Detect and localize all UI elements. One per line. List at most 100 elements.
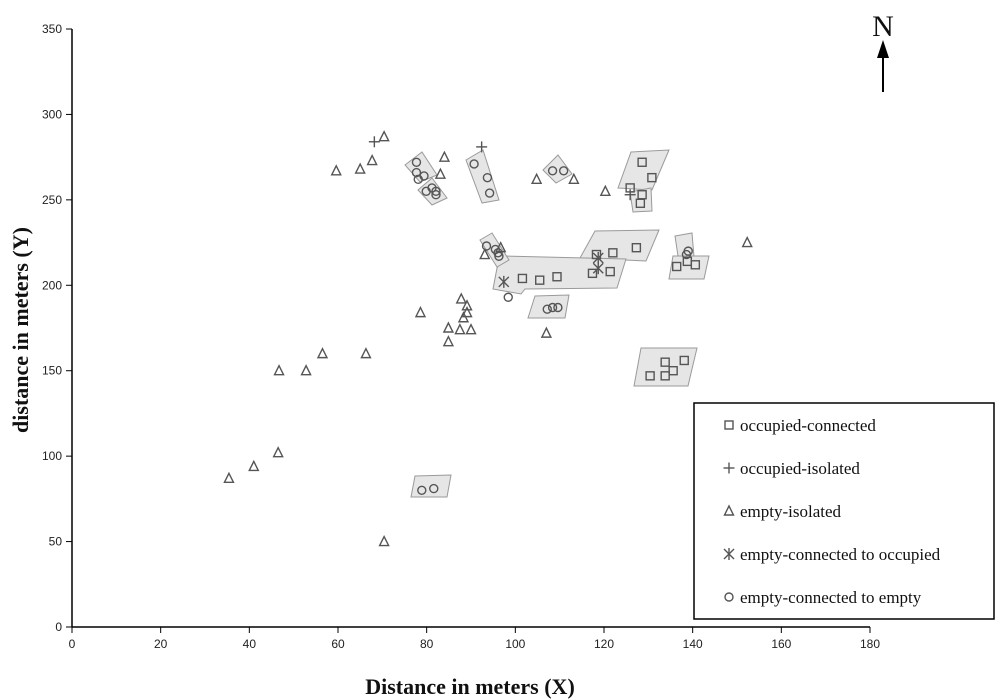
point-occupied-connected xyxy=(660,357,670,367)
point-empty-isolated xyxy=(599,184,611,197)
north-arrow-head xyxy=(877,40,889,58)
y-tick-label: 0 xyxy=(55,620,62,634)
point-empty-isolated xyxy=(741,236,753,248)
legend-box xyxy=(693,402,995,620)
legend-marker-empty-connected-to-occupied xyxy=(723,548,735,560)
point-occupied-connected xyxy=(637,157,647,167)
point-occupied-connected xyxy=(631,242,642,253)
point-empty-isolated xyxy=(568,172,580,185)
point-empty-isolated xyxy=(272,446,284,458)
point-empty-connected-to-empty xyxy=(553,302,563,313)
x-axis-label: Distance in meters (X) xyxy=(365,674,575,699)
point-empty-connected-to-empty xyxy=(469,159,479,169)
point-empty-connected-to-empty xyxy=(484,188,495,198)
point-empty-isolated xyxy=(378,535,390,547)
cluster-polygons xyxy=(404,149,710,498)
point-occupied-connected xyxy=(672,261,682,272)
point-empty-connected-to-empty xyxy=(494,251,504,261)
point-empty-isolated xyxy=(354,162,366,174)
north-arrow: N xyxy=(872,10,894,92)
legend-marker-occupied-connected xyxy=(724,420,734,430)
point-empty-isolated xyxy=(457,311,470,323)
point-empty-isolated xyxy=(330,164,342,176)
point-occupied-connected xyxy=(608,248,618,258)
point-empty-isolated xyxy=(442,335,455,347)
point-empty-connected-to-occupied xyxy=(498,275,510,288)
legend-label-empty-connected-to-empty: empty-connected to empty xyxy=(740,588,922,607)
x-tick-label: 40 xyxy=(243,637,257,651)
point-empty-connected-to-empty xyxy=(429,483,439,494)
point-empty-connected-to-empty xyxy=(681,249,692,260)
point-empty-connected-to-occupied xyxy=(592,251,604,264)
cluster-polygon xyxy=(633,347,698,387)
cluster-polygon xyxy=(668,255,710,280)
cluster-polygon xyxy=(542,154,573,184)
y-axis-label: distance in meters (Y) xyxy=(8,227,33,433)
x-tick-label: 0 xyxy=(69,637,76,651)
point-empty-connected-to-empty xyxy=(558,166,569,176)
point-empty-isolated xyxy=(442,321,455,333)
point-empty-connected-to-empty xyxy=(482,172,493,183)
point-empty-isolated xyxy=(461,299,473,311)
point-empty-isolated xyxy=(454,323,466,335)
x-tick-label: 180 xyxy=(860,637,880,651)
point-empty-connected-to-empty xyxy=(542,304,552,314)
point-empty-isolated xyxy=(434,167,447,179)
point-empty-isolated xyxy=(316,347,329,359)
point-empty-isolated xyxy=(479,247,491,260)
x-tick-label: 100 xyxy=(505,637,525,651)
point-occupied-connected xyxy=(660,371,670,381)
point-empty-isolated xyxy=(530,172,543,185)
y-tick-label: 200 xyxy=(42,278,62,292)
legend: occupied-connected occupied-isolated empty… xyxy=(693,402,995,620)
y-tick-label: 150 xyxy=(42,364,62,378)
point-occupied-connected xyxy=(668,366,678,376)
point-empty-connected-to-empty xyxy=(417,485,427,496)
point-empty-isolated xyxy=(455,292,467,304)
point-empty-connected-to-empty xyxy=(547,166,558,176)
point-occupied-connected xyxy=(645,371,655,381)
point-empty-isolated xyxy=(378,130,390,142)
x-tick-label: 80 xyxy=(420,637,434,651)
y-tick-label: 50 xyxy=(49,535,63,549)
point-empty-isolated xyxy=(273,364,285,376)
y-tick-label: 300 xyxy=(42,107,62,121)
point-empty-isolated xyxy=(223,471,235,484)
point-empty-connected-to-empty xyxy=(431,190,441,200)
x-tick-label: 120 xyxy=(594,637,614,651)
north-label: N xyxy=(872,10,894,43)
point-empty-isolated xyxy=(360,347,372,359)
data-points xyxy=(223,130,753,547)
cluster-polygon xyxy=(492,255,627,295)
point-empty-isolated xyxy=(248,459,260,472)
point-occupied-connected xyxy=(635,198,646,208)
point-empty-isolated xyxy=(414,306,427,318)
point-occupied-connected xyxy=(535,275,545,285)
y-tick-label: 350 xyxy=(42,22,62,36)
x-tick-label: 20 xyxy=(154,637,168,651)
point-occupied-connected xyxy=(647,172,657,183)
point-occupied-isolated xyxy=(368,136,380,148)
y-tick-label: 250 xyxy=(42,193,62,207)
point-empty-connected-to-occupied xyxy=(592,262,604,275)
point-occupied-isolated xyxy=(624,189,636,201)
point-occupied-connected xyxy=(587,268,598,279)
point-empty-isolated xyxy=(300,364,312,376)
point-occupied-connected xyxy=(517,273,528,284)
legend-marker-empty-connected-to-empty xyxy=(724,592,734,602)
x-tick-label: 140 xyxy=(683,637,703,651)
legend-label-empty-connected-to-occupied: empty-connected to occupied xyxy=(740,545,941,564)
point-occupied-isolated xyxy=(476,141,488,153)
point-occupied-connected xyxy=(679,355,689,366)
x-tick-label: 60 xyxy=(331,637,345,651)
legend-marker-empty-isolated xyxy=(723,504,735,516)
legend-marker-occupied-isolated xyxy=(723,462,735,474)
point-empty-isolated xyxy=(366,153,378,166)
point-empty-connected-to-empty xyxy=(411,167,422,178)
point-empty-connected-to-empty xyxy=(421,186,431,197)
y-tick-label: 100 xyxy=(42,449,62,463)
point-empty-connected-to-empty xyxy=(481,241,492,251)
point-empty-isolated xyxy=(540,326,552,338)
point-occupied-connected xyxy=(591,249,602,260)
